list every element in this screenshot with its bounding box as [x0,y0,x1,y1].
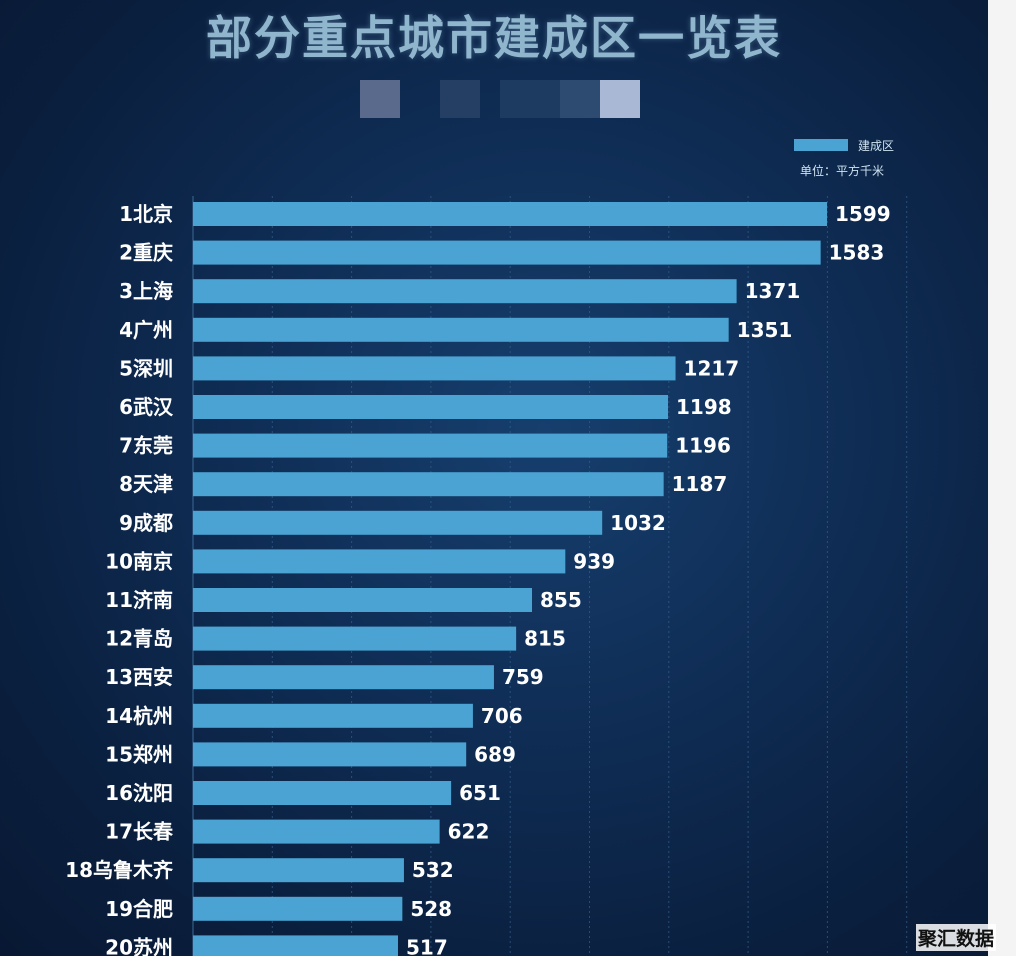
category-label: 3上海 [119,279,173,303]
legend-label: 建成区 [858,139,895,153]
bar [193,317,729,342]
legend-swatch [794,139,848,151]
category-label: 18乌鲁木齐 [65,858,174,882]
value-label: 759 [502,665,544,689]
value-label: 622 [448,820,490,844]
category-label: 10南京 [105,549,173,573]
watermark: 聚汇数据 [916,924,997,951]
value-label: 1196 [675,434,731,458]
bar [193,549,566,574]
bar [193,819,440,844]
bar [193,588,533,612]
blurred-subtitle-block [560,80,600,118]
value-label: 532 [412,858,454,882]
value-label: 689 [474,742,516,766]
category-label: 12青岛 [105,627,173,651]
bar [193,472,664,497]
category-label: 1北京 [119,202,173,226]
blurred-subtitle-block [440,80,480,118]
category-label: 17长春 [105,820,174,844]
category-label: 5深圳 [119,356,173,380]
bars [193,202,827,956]
bar [193,703,473,728]
blurred-subtitle-block [600,80,640,118]
value-label: 1351 [737,318,793,342]
bar [193,202,827,226]
value-label: 1032 [610,511,666,535]
category-label: 6武汉 [119,395,174,419]
bar-chart: 1北京 1599 2重庆 1583 3上海 1371 4广州 1351 5深圳 1217 6武汉 11… [65,196,908,956]
bar [193,896,403,921]
bar [193,742,467,767]
bar [193,665,494,690]
category-label: 11济南 [105,588,173,612]
bar [193,433,668,458]
category-label: 7东莞 [119,434,173,458]
value-label: 815 [524,627,566,651]
value-label: 651 [459,781,501,805]
chart-panel: 部分重点城市建成区一览表 建成区 单位：平方千米 1北京 1599 2重庆 1583 3… [0,0,988,956]
bar [193,626,517,651]
category-label: 2重庆 [119,241,173,265]
labels: 1北京 1599 2重庆 1583 3上海 1371 4广州 1351 5深圳 1217 6武汉 11… [65,202,891,956]
category-label: 16沈阳 [105,781,173,805]
value-label: 1217 [684,356,740,380]
category-label: 9成都 [119,511,173,535]
bar [193,935,398,956]
page-margin [988,0,1016,956]
bar [193,356,676,381]
value-label: 1599 [835,202,891,226]
value-label: 1187 [672,472,728,496]
unit-label: 单位：平方千米 [800,164,885,178]
value-label: 939 [573,549,615,573]
bar [193,279,737,304]
category-label: 14杭州 [105,704,173,728]
category-label: 4广州 [119,318,173,342]
value-label: 706 [481,704,523,728]
category-label: 19合肥 [105,897,173,921]
bar [193,781,452,805]
value-label: 1371 [745,279,801,303]
bar [193,395,669,419]
bar [193,858,404,883]
value-label: 528 [410,897,452,921]
category-label: 13西安 [105,665,173,689]
bar [193,240,821,265]
value-label: 517 [406,935,448,956]
blurred-subtitle-block [500,80,560,118]
value-label: 1198 [676,395,732,419]
value-label: 1583 [829,241,885,265]
category-label: 15郑州 [105,742,173,766]
bar [193,510,603,535]
category-label: 20苏州 [105,935,173,956]
chart-title: 部分重点城市建成区一览表 [206,11,782,65]
value-label: 855 [540,588,582,612]
category-label: 8天津 [119,472,173,496]
blurred-subtitle-block [360,80,400,118]
